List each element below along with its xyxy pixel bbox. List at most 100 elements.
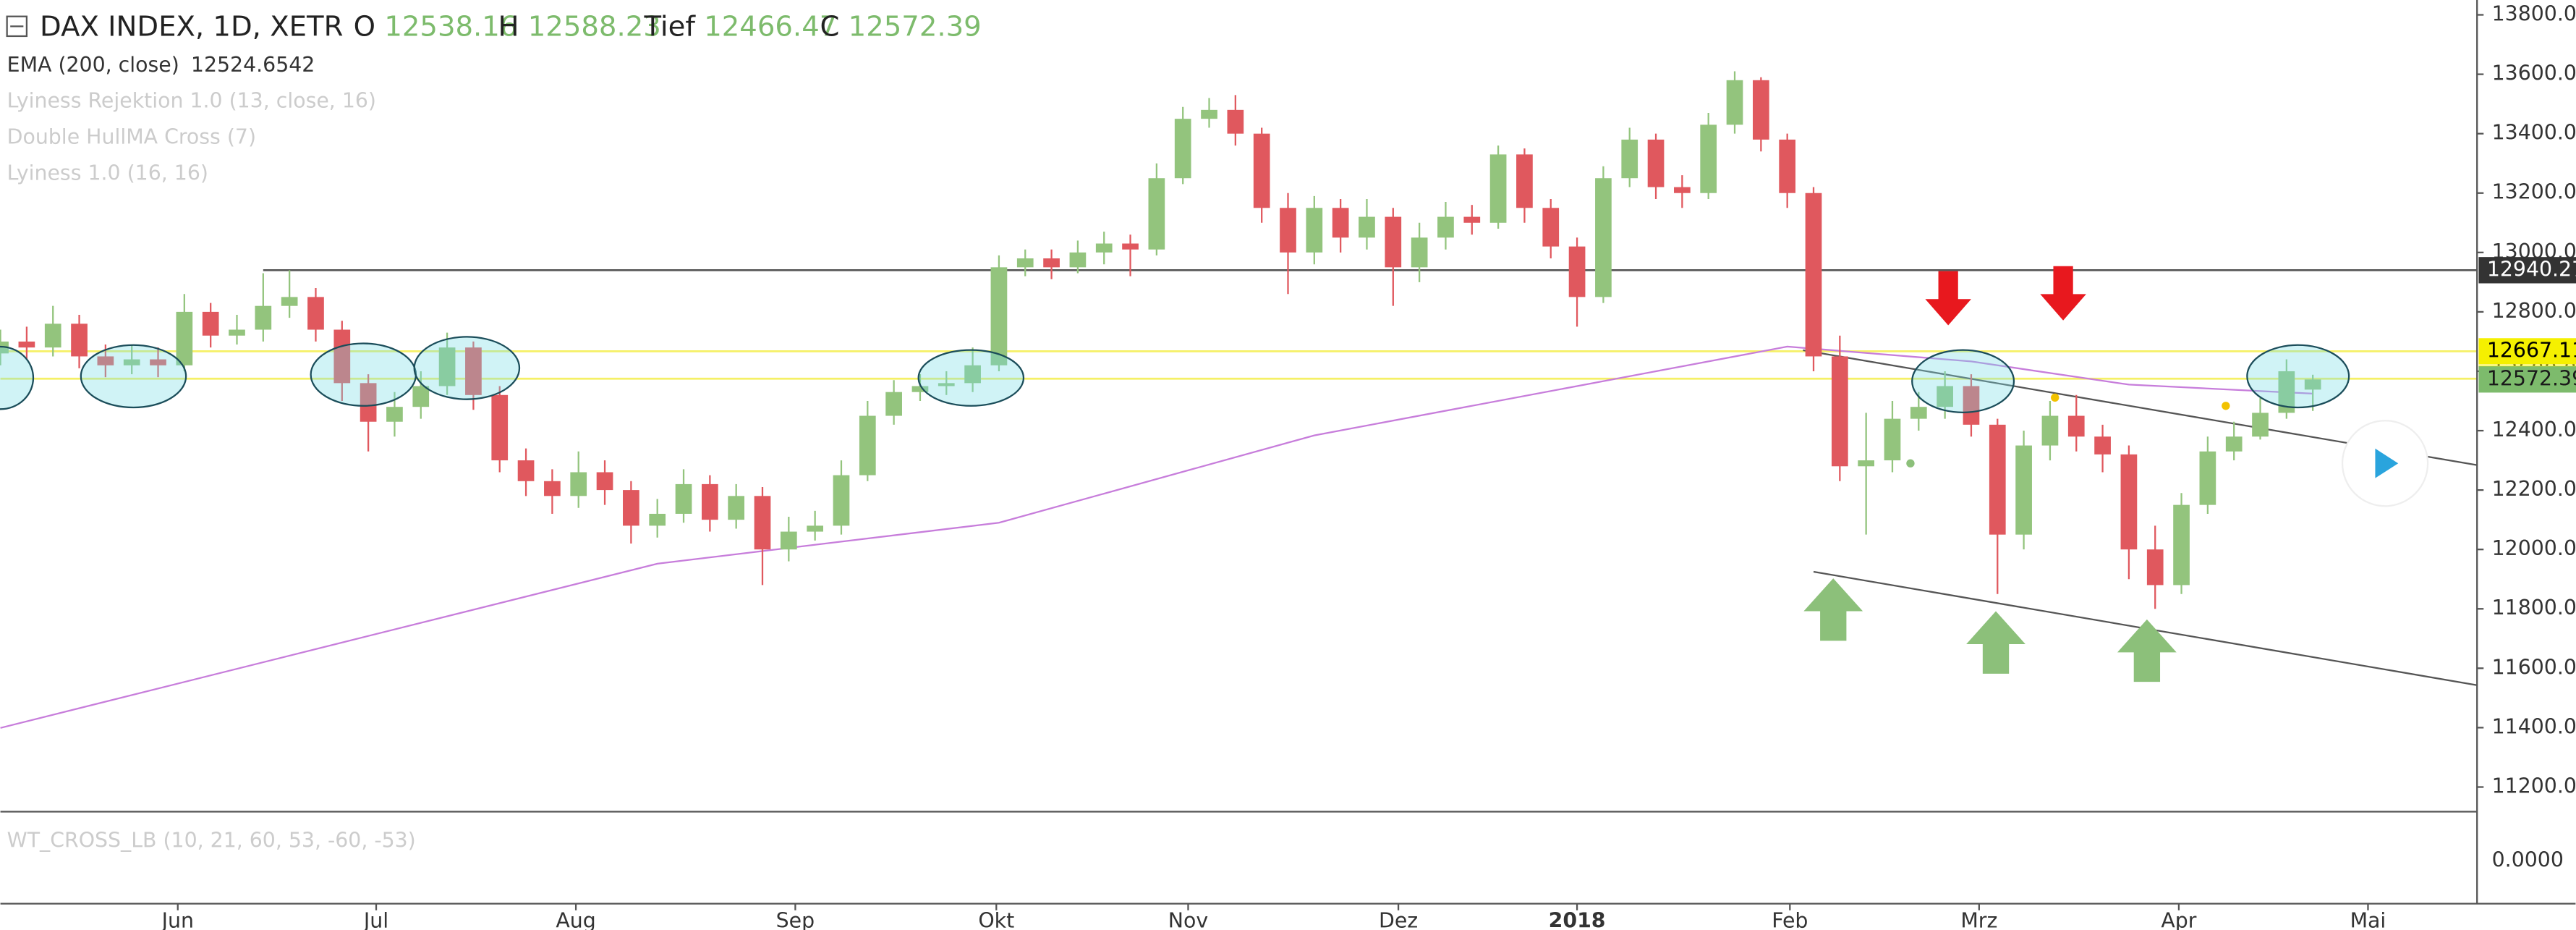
- candle-body: [71, 324, 88, 357]
- candle-body: [1937, 386, 1953, 407]
- candle-body: [623, 490, 639, 526]
- y-tick-label: 11600.00: [2492, 655, 2576, 679]
- candle-body: [1647, 139, 1665, 187]
- x-tick-label: Mrz: [1960, 909, 1997, 930]
- candle-body: [360, 383, 377, 422]
- candle-body: [1069, 252, 1087, 268]
- candle-body: [1359, 216, 1375, 238]
- candle-body: [754, 496, 771, 550]
- candle-body: [807, 525, 823, 532]
- candle-body: [964, 365, 981, 384]
- y-tick-label: 12400.00: [2492, 418, 2576, 441]
- y-tick-label: 13600.00: [2492, 62, 2576, 85]
- candle-body: [780, 531, 797, 550]
- candle-body: [1253, 133, 1270, 208]
- candle-body: [255, 305, 272, 330]
- candle-body: [1095, 243, 1113, 253]
- arrow: [2040, 266, 2086, 321]
- up-arrows: [1803, 578, 2177, 682]
- candle-body: [44, 324, 61, 348]
- candle-body: [2225, 436, 2243, 452]
- signal-dot: [1906, 459, 1915, 468]
- x-tick-label: Nov: [1168, 909, 1208, 930]
- down-arrows: [1925, 266, 2086, 326]
- ellipse: [1911, 349, 2015, 413]
- indicator-value: 12524.6542: [191, 53, 315, 77]
- candle-body: [1516, 154, 1533, 208]
- candle-body: [990, 267, 1008, 365]
- price-label: 12667.11: [2487, 338, 2576, 362]
- candle-body: [2173, 504, 2190, 586]
- ellipse: [413, 336, 521, 400]
- candle-body: [2146, 549, 2164, 586]
- signal-dot: [2222, 402, 2230, 410]
- candle-body: [938, 383, 955, 386]
- candle-body: [2304, 379, 2321, 390]
- y-tick-label: 11200.00: [2492, 774, 2576, 798]
- x-tick-label: Aug: [556, 909, 595, 930]
- price-label-bg: [2478, 257, 2576, 284]
- candle-body: [491, 394, 509, 461]
- candle-body: [1148, 178, 1165, 250]
- x-tick-label: Sep: [776, 909, 815, 930]
- arrow: [1925, 271, 1971, 326]
- candle-body: [1674, 187, 1691, 193]
- candle-body: [544, 481, 561, 496]
- candle-body: [2278, 371, 2295, 413]
- candle-body: [1306, 208, 1323, 253]
- price-label-bg: [2478, 338, 2576, 365]
- candle-body: [1884, 418, 1901, 461]
- ellipse: [0, 345, 35, 410]
- candle-body: [1910, 407, 1927, 419]
- candle-body: [649, 513, 666, 526]
- ohlc-label: O: [354, 10, 375, 43]
- x-tick-label: 2018: [1549, 909, 1606, 930]
- candle-body: [2041, 415, 2059, 446]
- candle-body: [1726, 80, 1743, 125]
- candle-body: [1989, 424, 2006, 535]
- price-label: 12940.27: [2487, 257, 2576, 281]
- y-tick-label: 11400.00: [2492, 714, 2576, 738]
- collapse-button[interactable]: [6, 15, 28, 38]
- ohlc-label: H: [498, 10, 519, 43]
- indicator-label: Lyiness Rejektion 1.0 (13, close, 16): [7, 89, 376, 113]
- candle-body: [1043, 258, 1060, 268]
- candle-body: [1280, 208, 1296, 253]
- ohlc-label: C: [820, 10, 839, 43]
- candle-body: [1568, 246, 1586, 297]
- x-tick-label: Okt: [978, 909, 1014, 930]
- candle-body: [1779, 139, 1796, 193]
- candle-body: [1122, 243, 1139, 250]
- candle-body: [570, 472, 587, 496]
- y-tick-label: 12800.00: [2492, 299, 2576, 323]
- candle-body: [2199, 451, 2216, 505]
- candle-body: [1016, 258, 1034, 268]
- candle-body: [123, 359, 140, 365]
- x-tick-label: Jul: [362, 909, 388, 930]
- plot: [0, 71, 2478, 729]
- candle-body: [1385, 216, 1402, 268]
- candle-body: [675, 483, 692, 514]
- candle-body: [1463, 216, 1481, 223]
- candle-body: [150, 359, 166, 365]
- indicator-label: Lyiness 1.0 (16, 16): [7, 161, 208, 185]
- ohlc-value: 12572.39: [849, 10, 982, 43]
- ohlc-label: Tief: [644, 10, 697, 43]
- candle-body: [1805, 193, 1822, 357]
- candle-body: [2252, 413, 2269, 437]
- ohlc-value: 12588.23: [528, 10, 661, 43]
- x-tick-label: Apr: [2161, 909, 2196, 930]
- ellipse: [80, 344, 187, 409]
- candle-body: [281, 297, 298, 306]
- candle-body: [2015, 445, 2032, 535]
- price-label-bg: [2478, 366, 2576, 393]
- candle-body: [412, 386, 430, 407]
- candle-body: [1437, 216, 1454, 238]
- candle-body: [885, 392, 902, 416]
- candle-body: [1542, 208, 1560, 247]
- candle-body: [1411, 237, 1428, 268]
- candle-body: [1831, 356, 1848, 467]
- candle-body: [833, 475, 850, 526]
- ellipse: [2246, 344, 2350, 409]
